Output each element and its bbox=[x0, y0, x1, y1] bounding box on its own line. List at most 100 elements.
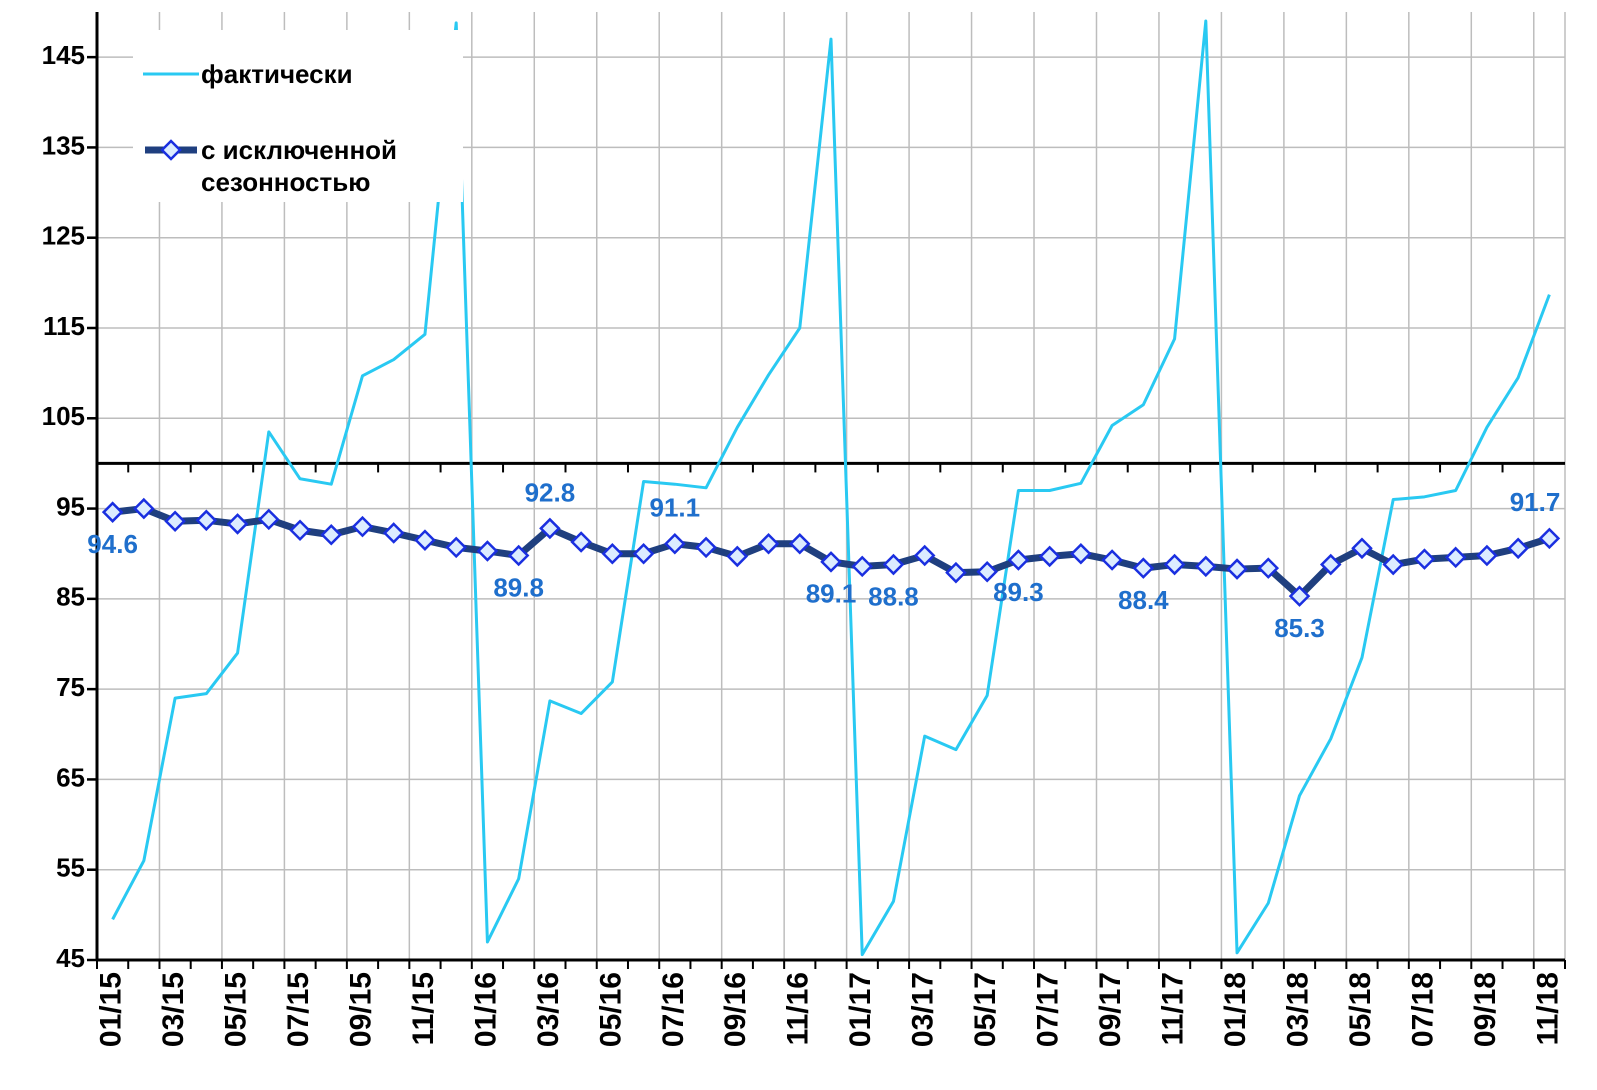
x-tick-label: 11/17 bbox=[1156, 972, 1189, 1045]
series-line bbox=[111, 19, 1551, 957]
data-label: 91.1 bbox=[650, 493, 701, 523]
x-tick-label: 09/16 bbox=[719, 972, 752, 1047]
y-tick-label: 145 bbox=[42, 40, 85, 70]
marker bbox=[851, 555, 874, 578]
marker bbox=[1070, 542, 1092, 565]
data-label: 89.1 bbox=[806, 579, 857, 609]
x-tick-label: 07/15 bbox=[282, 972, 315, 1047]
legend-label: с исключенной сезонностью bbox=[201, 135, 398, 197]
x-tick-label: 11/16 bbox=[782, 972, 815, 1045]
x-tick-label: 09/17 bbox=[1094, 972, 1127, 1047]
y-tick-label: 125 bbox=[42, 221, 85, 251]
x-tick-label: 05/15 bbox=[219, 972, 252, 1047]
marker bbox=[351, 515, 374, 538]
y-tick-label: 95 bbox=[56, 491, 85, 521]
marker bbox=[820, 551, 842, 573]
marker bbox=[788, 533, 811, 555]
x-tick-label: 07/18 bbox=[1406, 972, 1439, 1047]
x-tick-label: 07/16 bbox=[657, 972, 690, 1047]
data-label: 88.8 bbox=[868, 581, 919, 611]
x-tick-label: 01/16 bbox=[469, 972, 502, 1047]
marker bbox=[1288, 585, 1311, 607]
y-tick-label: 115 bbox=[43, 311, 85, 341]
marker bbox=[164, 510, 186, 532]
marker bbox=[414, 529, 436, 551]
x-tick-label: 09/15 bbox=[344, 972, 377, 1047]
x-tick-label: 03/18 bbox=[1281, 972, 1314, 1047]
marker bbox=[1507, 537, 1529, 560]
marker bbox=[1007, 549, 1030, 571]
marker bbox=[913, 544, 936, 567]
marker bbox=[1476, 544, 1498, 567]
marker bbox=[1351, 537, 1373, 560]
legend-item: с исключенной сезонностью bbox=[141, 134, 441, 198]
x-tick-label: 05/16 bbox=[594, 972, 627, 1047]
marker bbox=[382, 522, 405, 544]
marker bbox=[507, 544, 530, 567]
marker bbox=[1101, 549, 1123, 571]
marker bbox=[1257, 557, 1280, 579]
data-label: 94.6 bbox=[87, 529, 138, 559]
x-tick-label: 05/18 bbox=[1344, 972, 1377, 1047]
marker bbox=[632, 542, 655, 565]
marker bbox=[882, 553, 905, 576]
y-tick-label: 45 bbox=[56, 943, 85, 973]
x-tick-label: 01/18 bbox=[1219, 972, 1252, 1047]
marker bbox=[726, 545, 749, 568]
data-label: 92.8 bbox=[525, 477, 576, 507]
x-tick-label: 03/15 bbox=[157, 972, 190, 1047]
marker bbox=[1038, 545, 1061, 568]
legend-key bbox=[143, 72, 199, 76]
marker bbox=[195, 509, 218, 532]
marker bbox=[226, 513, 249, 535]
marker bbox=[945, 561, 967, 584]
marker bbox=[258, 508, 280, 531]
x-tick-label: 11/18 bbox=[1531, 972, 1564, 1045]
x-tick-label: 11/15 bbox=[407, 972, 440, 1045]
y-tick-label: 85 bbox=[56, 582, 85, 612]
marker bbox=[1195, 555, 1217, 578]
marker bbox=[1444, 546, 1467, 569]
x-tick-label: 09/18 bbox=[1469, 972, 1502, 1047]
marker bbox=[976, 561, 998, 583]
legend-key bbox=[145, 139, 197, 161]
y-tick-label: 75 bbox=[56, 672, 85, 702]
legend: фактически с исключенной сезонностью bbox=[133, 30, 463, 202]
marker bbox=[1413, 548, 1436, 570]
marker bbox=[695, 536, 717, 559]
marker bbox=[664, 533, 686, 555]
x-tick-label: 07/17 bbox=[1032, 972, 1065, 1047]
legend-item: фактически bbox=[141, 58, 441, 90]
marker bbox=[1538, 527, 1561, 550]
marker bbox=[570, 531, 592, 553]
x-tick-label: 01/17 bbox=[844, 972, 877, 1047]
x-tick-label: 01/15 bbox=[95, 972, 128, 1047]
marker bbox=[320, 523, 343, 546]
marker bbox=[476, 540, 499, 562]
marker bbox=[133, 497, 155, 520]
data-label: 85.3 bbox=[1274, 613, 1325, 643]
x-tick-label: 03/17 bbox=[907, 972, 940, 1047]
legend-marker bbox=[160, 139, 182, 161]
marker bbox=[1132, 557, 1155, 579]
marker bbox=[539, 517, 561, 540]
y-tick-label: 65 bbox=[56, 762, 85, 792]
y-tick-label: 105 bbox=[42, 401, 85, 431]
x-tick-label: 05/17 bbox=[969, 972, 1002, 1047]
marker bbox=[445, 536, 467, 559]
marker bbox=[1226, 558, 1248, 580]
x-tick-label: 03/16 bbox=[532, 972, 565, 1047]
data-label: 89.8 bbox=[493, 572, 544, 602]
y-tick-label: 135 bbox=[42, 130, 85, 160]
marker bbox=[101, 501, 124, 523]
data-label: 89.3 bbox=[993, 577, 1044, 607]
legend-label: фактически bbox=[201, 59, 353, 89]
marker bbox=[601, 542, 624, 565]
marker bbox=[289, 519, 311, 542]
marker bbox=[1163, 553, 1186, 576]
marker bbox=[757, 533, 780, 555]
data-label: 88.4 bbox=[1118, 585, 1169, 615]
data-label: 91.7 bbox=[1510, 487, 1561, 517]
